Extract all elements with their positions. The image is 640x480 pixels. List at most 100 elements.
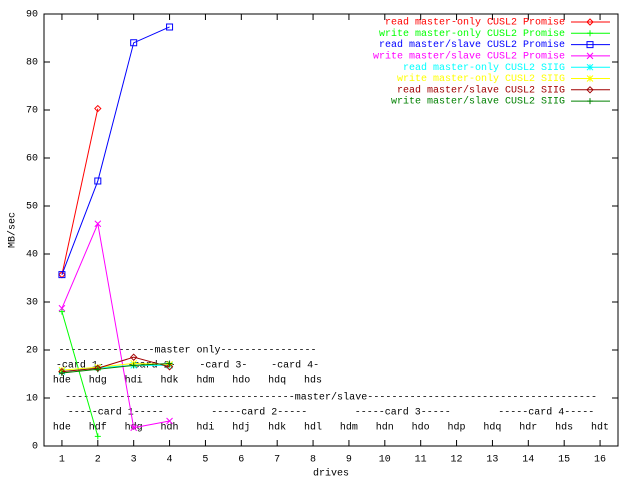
annotation: hds <box>304 375 322 387</box>
annotation: hds <box>555 422 573 434</box>
annotation: -----card 2----- <box>211 407 307 419</box>
annotation: -----card 1----- <box>68 407 164 419</box>
annotation: hdi <box>196 422 214 434</box>
x-tick-label: 4 <box>167 455 173 466</box>
annotation: hdf <box>89 422 107 434</box>
legend-label: read master-only CUSL2 Promise <box>385 17 565 29</box>
y-tick-label: 50 <box>26 202 38 213</box>
annotation: -card 4- <box>271 360 319 372</box>
annotation: hdg <box>89 375 107 387</box>
x-tick-label: 13 <box>486 455 498 466</box>
annotation: hdq <box>483 422 501 434</box>
point <box>130 424 138 432</box>
point <box>129 353 138 361</box>
legend-label: write master-only CUSL2 SIIG <box>397 73 565 85</box>
series-line <box>61 311 99 437</box>
x-tick-label: 2 <box>95 455 101 466</box>
annotation: hdk <box>268 422 286 434</box>
point <box>166 360 173 367</box>
annotation: hdq <box>268 375 286 387</box>
legend-marker <box>586 41 594 49</box>
x-tick-label: 8 <box>310 455 316 466</box>
x-tick-label: 14 <box>522 455 534 466</box>
point <box>58 271 66 279</box>
annotation: hdm <box>340 422 358 434</box>
y-tick-label: 40 <box>26 250 38 261</box>
legend-marker <box>587 98 593 105</box>
x-tick-label: 9 <box>346 455 352 466</box>
annotation: hdo <box>412 422 430 434</box>
annotation: hdk <box>161 375 179 387</box>
point <box>94 220 102 228</box>
series-line <box>61 26 170 275</box>
annotation: hdp <box>448 422 466 434</box>
point <box>94 433 101 440</box>
annotation: hdh <box>161 422 179 434</box>
annotation: hdj <box>232 422 250 434</box>
legend-marker <box>586 86 594 94</box>
x-tick-label: 11 <box>415 455 427 466</box>
annotation: hdn <box>376 422 394 434</box>
legend-marker <box>586 18 594 26</box>
y-tick-label: 10 <box>26 394 38 405</box>
x-tick-label: 6 <box>238 455 244 466</box>
series-line <box>61 362 170 374</box>
point <box>166 23 174 31</box>
annotation: hdi <box>125 375 143 387</box>
legend-label: read master/slave CUSL2 SIIG <box>397 84 565 96</box>
x-tick-label: 12 <box>451 455 463 466</box>
legend-marker <box>586 75 594 82</box>
y-tick-label: 90 <box>26 10 38 21</box>
x-tick-label: 3 <box>131 455 137 466</box>
series-line <box>61 222 170 429</box>
legend-label: write master-only CUSL2 Promise <box>379 28 565 40</box>
x-tick-label: 1 <box>59 455 65 466</box>
point <box>94 104 102 113</box>
legend-label: write master/slave CUSL2 SIIG <box>391 96 565 108</box>
legend-marker <box>587 30 593 37</box>
y-tick-label: 60 <box>26 154 38 165</box>
annotation: hdr <box>519 422 537 434</box>
point <box>165 363 174 371</box>
point <box>58 304 66 312</box>
series-line <box>61 108 99 275</box>
point <box>166 417 173 425</box>
point <box>130 39 138 47</box>
x-tick-label: 16 <box>594 455 606 466</box>
annotation: -card 3- <box>199 360 247 372</box>
y-tick-label: 0 <box>32 442 38 453</box>
x-tick-label: 7 <box>274 455 280 466</box>
annotation: -----card 3----- <box>355 407 451 419</box>
y-axis-label: MB/sec <box>7 212 19 248</box>
y-tick-label: 80 <box>26 58 38 69</box>
legend-label: write master/slave CUSL2 Promise <box>373 51 565 63</box>
annotation: hdm <box>196 375 214 387</box>
annotation: ----------------master only-------------… <box>58 345 316 357</box>
legend-marker <box>586 63 594 71</box>
series-line <box>61 356 170 373</box>
annotation: --------------------------------------ma… <box>65 392 597 404</box>
point <box>58 308 65 315</box>
legend-marker <box>586 52 594 60</box>
x-tick-label: 10 <box>379 455 391 466</box>
legend-label: read master-only CUSL2 SIIG <box>403 62 565 74</box>
y-tick-label: 20 <box>26 346 38 357</box>
point <box>130 362 137 369</box>
point <box>94 366 101 373</box>
plot-border <box>43 13 619 447</box>
annotation: hdt <box>591 422 609 434</box>
point <box>58 370 65 377</box>
annotation: hdo <box>232 375 250 387</box>
x-tick-label: 5 <box>202 455 208 466</box>
y-tick-label: 30 <box>26 298 38 309</box>
point <box>94 177 102 185</box>
annotation: hde <box>53 375 71 387</box>
x-tick-label: 15 <box>558 455 570 466</box>
annotation: -----card 4----- <box>498 407 594 419</box>
y-tick-label: 70 <box>26 106 38 117</box>
annotation: hdl <box>304 422 322 434</box>
x-axis-label: drives <box>313 468 349 480</box>
legend-label: read master/slave CUSL2 Promise <box>379 39 565 51</box>
